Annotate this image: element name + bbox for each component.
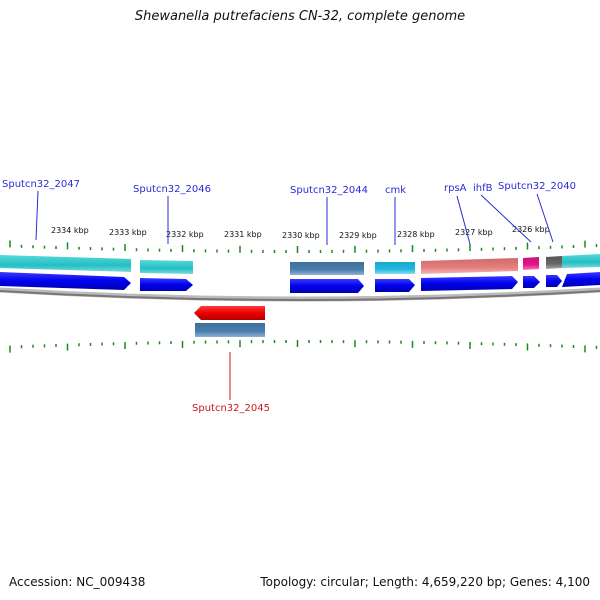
gene-label[interactable]: cmk: [385, 185, 406, 196]
leader-line: [456, 195, 471, 245]
cds-arrow[interactable]: [194, 306, 265, 320]
inner-tick-ring: [9, 340, 598, 353]
scale-labels: 2334 kbp 2333 kbp 2332 kbp 2331 kbp 2330…: [51, 225, 550, 240]
cds-arrow[interactable]: [375, 279, 415, 292]
scale-label: 2328 kbp: [397, 230, 435, 239]
gene-label[interactable]: rpsA: [444, 183, 467, 194]
scale-label: 2331 kbp: [224, 230, 262, 239]
leader-line: [536, 193, 554, 243]
gene-labels: Sputcn32_2047 Sputcn32_2046 Sputcn32_204…: [2, 179, 576, 414]
feature-block[interactable]: [0, 255, 131, 272]
reverse-cds-track: [194, 306, 265, 337]
feature-block[interactable]: [375, 262, 415, 274]
scale-label: 2327 kbp: [455, 228, 493, 237]
leader-line: [35, 190, 39, 241]
scale-label: 2330 kbp: [282, 231, 320, 240]
cds-arrow[interactable]: [290, 279, 364, 293]
feature-block[interactable]: [523, 257, 539, 270]
cds-arrow[interactable]: [562, 272, 600, 287]
scale-label: 2334 kbp: [51, 226, 89, 235]
accession-text: Accession: NC_009438: [9, 575, 146, 589]
feature-block[interactable]: [140, 260, 193, 274]
feature-block[interactable]: [290, 262, 364, 275]
cds-arrow[interactable]: [421, 276, 518, 291]
cds-arrow[interactable]: [546, 275, 562, 287]
genome-backbone-edge: [0, 290, 600, 301]
gene-label[interactable]: ihfB: [473, 183, 493, 194]
cds-arrow[interactable]: [523, 276, 540, 288]
gene-label[interactable]: Sputcn32_2046: [133, 184, 211, 195]
feature-track: [0, 254, 600, 275]
scale-label: 2333 kbp: [109, 228, 147, 237]
outer-tick-ring: [9, 240, 598, 253]
leader-line: [480, 194, 532, 243]
scale-label: 2329 kbp: [339, 231, 377, 240]
scale-label: 2332 kbp: [166, 230, 204, 239]
cds-arrow[interactable]: [0, 272, 131, 290]
feature-block[interactable]: [421, 258, 518, 274]
gene-label[interactable]: Sputcn32_2044: [290, 185, 368, 196]
gene-label[interactable]: Sputcn32_2040: [498, 181, 576, 192]
feature-block[interactable]: [546, 256, 562, 269]
genome-backbone: [0, 287, 600, 302]
scale-label: 2326 kbp: [512, 225, 550, 234]
gene-label[interactable]: Sputcn32_2045: [192, 403, 270, 414]
gene-label[interactable]: Sputcn32_2047: [2, 179, 80, 190]
genome-summary-text: Topology: circular; Length: 4,659,220 bp…: [260, 575, 590, 589]
cds-arrow[interactable]: [140, 278, 193, 291]
map-title: Shewanella putrefaciens CN-32, complete …: [134, 9, 466, 24]
forward-cds-track: [0, 272, 600, 293]
feature-block[interactable]: [562, 254, 600, 268]
feature-block[interactable]: [195, 323, 265, 337]
